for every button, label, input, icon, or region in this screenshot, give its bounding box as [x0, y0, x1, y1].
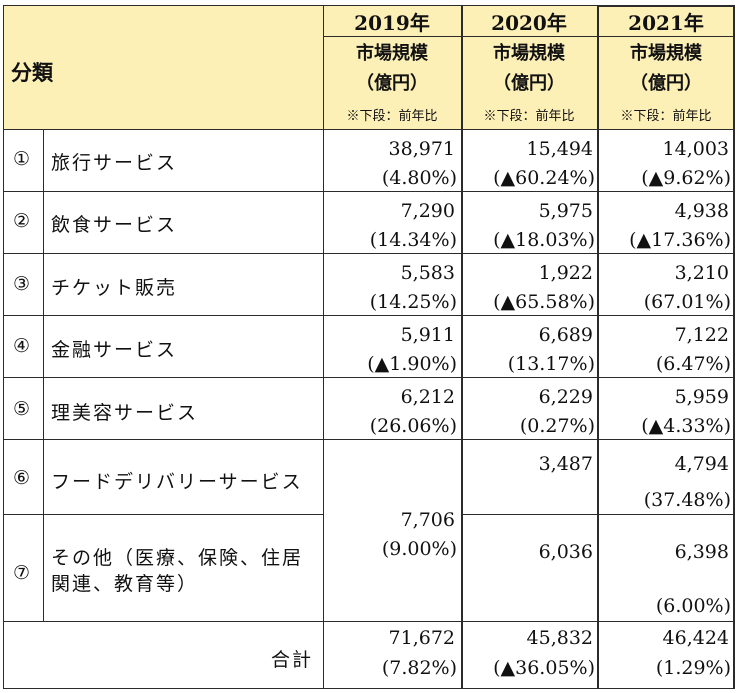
year-2021: 2021年	[628, 11, 704, 35]
border-left	[3, 5, 4, 689]
ratio-2021: (6.47%)	[655, 353, 731, 375]
value-2019: 7,290	[400, 200, 455, 222]
ratio-2019: (7.82%)	[381, 657, 457, 679]
row-number: ②	[13, 210, 31, 232]
column-2021-right-edge	[733, 5, 735, 689]
ratio-2021: (▲4.33%)	[641, 415, 731, 437]
value-2021: 3,210	[674, 262, 729, 284]
value-2020: 5,975	[538, 200, 593, 222]
row-number: ⑤	[13, 398, 31, 420]
category-name-line2: 関連、教育等）	[51, 573, 199, 595]
market-size-label-2019: 市場規模	[356, 43, 428, 64]
value-2021: 4,794	[674, 453, 729, 475]
category-name-line1: その他（医療、保険、住居	[51, 547, 304, 569]
category-name: チケット販売	[51, 277, 178, 299]
row-number: ①	[13, 148, 31, 170]
border-top	[3, 5, 735, 6]
value-2019: 6,212	[400, 386, 455, 408]
row-divider	[3, 439, 735, 440]
unit-label-2021: （億円）	[630, 73, 702, 94]
value-2020: 1,922	[538, 262, 593, 284]
value-2021: 46,424	[662, 627, 729, 649]
row-number: ⑦	[13, 562, 31, 584]
ratio-2021: (6.00%)	[655, 595, 731, 617]
header-2020-cell	[461, 5, 597, 129]
column-divider-2019	[323, 5, 324, 689]
column-divider-2020	[461, 5, 463, 689]
merged-ratio-2019: (9.00%)	[381, 538, 457, 560]
ratio-2021: (▲9.62%)	[641, 167, 731, 189]
value-2021: 4,938	[674, 200, 729, 222]
value-2021: 6,398	[674, 541, 729, 563]
row-number: ③	[13, 273, 31, 295]
value-2020: 6,229	[538, 386, 593, 408]
unit-label-2020: （億円）	[493, 73, 565, 94]
value-2021: 14,003	[662, 138, 729, 160]
ratio-2020: (0.27%)	[519, 415, 595, 437]
value-2019: 5,911	[400, 324, 455, 346]
ratio-2019: (14.34%)	[369, 229, 457, 251]
number-column-divider	[43, 129, 44, 621]
year-2020: 2020年	[491, 11, 567, 35]
ratio-2021: (1.29%)	[655, 657, 731, 679]
year-underline	[323, 36, 735, 37]
border-bottom	[3, 688, 735, 689]
value-2019: 5,583	[400, 262, 455, 284]
ratio-2021: (▲17.36%)	[629, 229, 731, 251]
row-divider	[3, 315, 735, 316]
row-number: ⑥	[13, 467, 31, 489]
ratio-2020: (▲18.03%)	[493, 229, 595, 251]
row-divider	[3, 253, 735, 254]
market-size-table: 分類 2019年 市場規模 （億円） ※下段：前年比 2020年 市場規模 （億…	[3, 5, 735, 689]
value-2020: 6,689	[538, 324, 593, 346]
header-category-cell	[3, 5, 323, 129]
note-2019: ※下段：前年比	[346, 109, 438, 124]
market-size-label-2020: 市場規模	[493, 43, 565, 64]
category-name: 旅行サービス	[51, 152, 178, 174]
value-2020: 6,036	[538, 541, 593, 563]
value-2019: 71,672	[388, 627, 455, 649]
year-2019: 2019年	[354, 11, 430, 35]
value-2020: 15,494	[526, 138, 593, 160]
header-2019-cell	[323, 5, 461, 129]
category-name: 飲食サービス	[51, 214, 178, 236]
ratio-2019: (14.25%)	[369, 291, 457, 313]
ratio-2020: (13.17%)	[507, 353, 595, 375]
row-divider	[3, 514, 323, 515]
note-2020: ※下段：前年比	[483, 109, 575, 124]
ratio-2021: (67.01%)	[643, 291, 731, 313]
header-2021-cell	[597, 5, 735, 129]
ratio-2020: (▲36.05%)	[493, 657, 595, 679]
ratio-2020: (▲65.58%)	[493, 291, 595, 313]
header-divider	[3, 129, 735, 130]
category-header: 分類	[11, 60, 53, 85]
row-divider	[3, 621, 735, 622]
value-2020: 3,487	[538, 453, 593, 475]
column-divider-2021	[597, 5, 599, 689]
note-2021: ※下段：前年比	[620, 109, 712, 124]
category-name: フードデリバリーサービス	[51, 471, 303, 493]
year-2021-top	[597, 5, 735, 7]
row-divider	[3, 377, 735, 378]
ratio-2019: (▲1.90%)	[367, 353, 457, 375]
total-label: 合計	[271, 649, 314, 671]
value-2021: 5,959	[674, 386, 729, 408]
unit-label-2019: （億円）	[356, 73, 428, 94]
merged-value-2019: 7,706	[400, 509, 455, 531]
row-number: ④	[13, 335, 31, 357]
ratio-2020: (▲60.24%)	[493, 167, 595, 189]
value-2020: 45,832	[526, 627, 593, 649]
row-divider	[3, 191, 735, 192]
value-2019: 38,971	[388, 138, 455, 160]
category-name: 金融サービス	[51, 339, 178, 361]
category-name: 理美容サービス	[51, 402, 199, 424]
market-size-label-2021: 市場規模	[630, 43, 702, 64]
ratio-2019: (26.06%)	[369, 415, 457, 437]
value-2021: 7,122	[674, 324, 729, 346]
ratio-2021: (37.48%)	[643, 489, 731, 511]
ratio-2019: (4.80%)	[381, 167, 457, 189]
